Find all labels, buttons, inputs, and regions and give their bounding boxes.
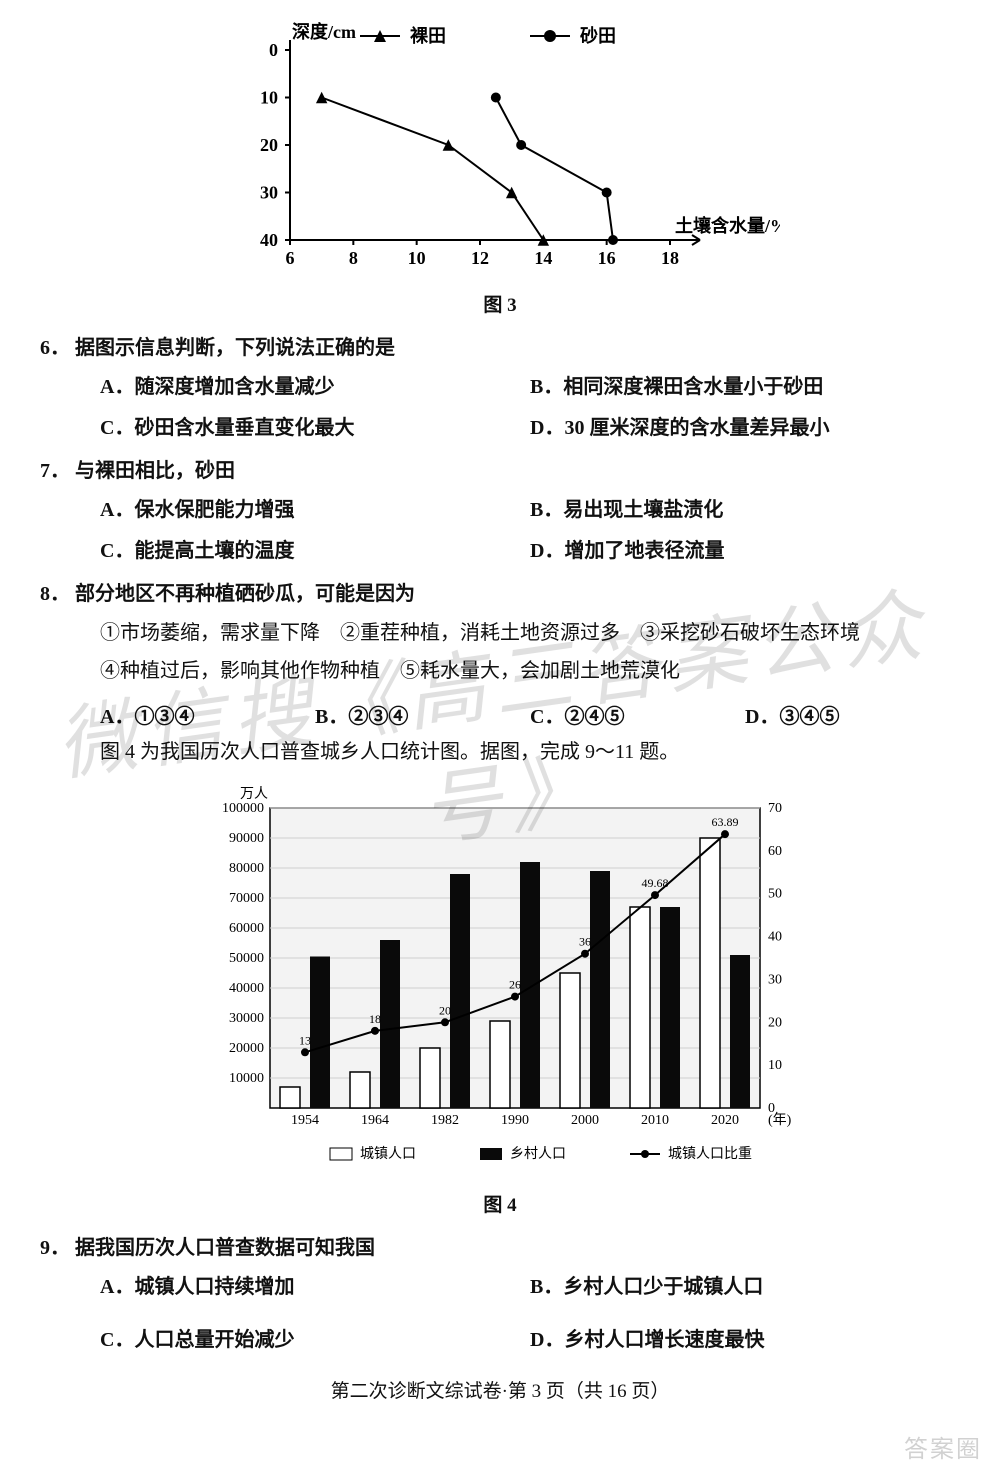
svg-text:6: 6: [286, 248, 295, 268]
svg-text:60: 60: [768, 844, 782, 859]
chart2-svg: 10000 20000 30000 40000 50000 60000 70000 80000…: [190, 778, 810, 1178]
question-6: 6． 据图示信息判断，下列说法正确的是 A．随深度增加含水量减少 B．相同深度裸…: [40, 331, 960, 440]
svg-text:50000: 50000: [229, 951, 264, 966]
svg-text:50: 50: [768, 887, 782, 902]
svg-text:40000: 40000: [229, 981, 264, 996]
q8-option-a: A．①③④: [100, 700, 315, 729]
q9-option-c: C．人口总量开始减少: [100, 1323, 530, 1352]
svg-text:1982: 1982: [431, 1113, 459, 1128]
q8-number: 8．: [40, 577, 70, 606]
svg-text:城镇人口: 城镇人口: [360, 1146, 416, 1162]
svg-text:2000: 2000: [571, 1113, 599, 1128]
svg-text:63.89: 63.89: [712, 815, 739, 829]
svg-text:20: 20: [260, 135, 278, 155]
svg-text:70000: 70000: [229, 891, 264, 906]
q9-stem: 据我国历次人口普查数据可知我国: [75, 1237, 375, 1259]
q6-stem: 据图示信息判断，下列说法正确的是: [75, 337, 395, 359]
svg-text:10: 10: [260, 88, 278, 108]
svg-text:1964: 1964: [361, 1113, 389, 1128]
svg-text:60000: 60000: [229, 921, 264, 936]
page-footer: 第二次诊断文综试卷·第 3 页（共 16 页）: [40, 1376, 960, 1403]
svg-text:0: 0: [269, 40, 278, 60]
figure-3: 0 10 20 30 40 6 8 10 12 14 16 18 深度/cm 土壤含水量/% 裸田 砂田 图 …: [220, 20, 780, 317]
svg-text:(年): (年): [768, 1112, 792, 1128]
q7-option-b: B．易出现土壤盐渍化: [530, 493, 960, 522]
svg-text:26: 26: [509, 978, 521, 992]
svg-text:40: 40: [768, 930, 782, 945]
svg-text:18: 18: [661, 248, 679, 268]
svg-text:12: 12: [471, 248, 489, 268]
q9-option-b: B．乡村人口少于城镇人口: [530, 1270, 960, 1299]
q9-number: 9．: [40, 1231, 70, 1260]
svg-text:18: 18: [369, 1012, 381, 1026]
svg-text:乡村人口: 乡村人口: [510, 1146, 566, 1162]
q6-option-d: D．30 厘米深度的含水量差异最小: [530, 411, 960, 440]
svg-text:30: 30: [768, 972, 782, 987]
svg-text:20: 20: [768, 1015, 782, 1030]
svg-text:裸田: 裸田: [410, 25, 446, 46]
q6-option-a: A．随深度增加含水量减少: [100, 370, 530, 399]
q8-option-d: D．③④⑤: [745, 700, 960, 729]
svg-text:80000: 80000: [229, 861, 264, 876]
q8-stem: 部分地区不再种植硒砂瓜，可能是因为: [75, 583, 415, 605]
svg-text:13: 13: [299, 1033, 311, 1047]
svg-text:30000: 30000: [229, 1011, 264, 1026]
svg-text:16: 16: [598, 248, 616, 268]
svg-text:30: 30: [260, 183, 278, 203]
q7-stem: 与裸田相比，砂田: [75, 460, 235, 482]
q8-option-b: B．②③④: [315, 700, 530, 729]
q6-option-b: B．相同深度裸田含水量小于砂田: [530, 370, 960, 399]
svg-text:城镇人口比重: 城镇人口比重: [668, 1146, 752, 1162]
q9-option-a: A．城镇人口持续增加: [100, 1270, 530, 1299]
figure-4: 10000 20000 30000 40000 50000 60000 70000 80000…: [190, 778, 810, 1217]
q7-number: 7．: [40, 454, 70, 483]
q8-stmt-line1: ①市场萎缩，需求量下降 ②重茬种植，消耗土地资源过多 ③采挖砂石破坏生态环境: [100, 614, 960, 652]
q7-option-c: C．能提高土壤的温度: [100, 534, 530, 563]
svg-text:深度/cm: 深度/cm: [292, 21, 356, 42]
svg-text:70: 70: [768, 801, 782, 816]
q9-option-d: D．乡村人口增长速度最快: [530, 1323, 960, 1352]
question-7: 7． 与裸田相比，砂田 A．保水保肥能力增强 B．易出现土壤盐渍化 C．能提高土…: [40, 454, 960, 563]
q6-option-c: C．砂田含水量垂直变化最大: [100, 411, 530, 440]
svg-text:10000: 10000: [229, 1071, 264, 1086]
svg-text:1990: 1990: [501, 1113, 529, 1128]
svg-text:20000: 20000: [229, 1041, 264, 1056]
svg-text:36: 36: [579, 935, 591, 949]
figure-4-intro: 图 4 为我国历次人口普查城乡人口统计图。据图，完成 9～11 题。: [40, 735, 960, 764]
svg-text:8: 8: [349, 248, 358, 268]
q7-option-d: D．增加了地表径流量: [530, 534, 960, 563]
svg-text:1954: 1954: [291, 1113, 319, 1128]
svg-text:2020: 2020: [711, 1113, 739, 1128]
q8-stmt-line2: ④种植过后，影响其他作物种植 ⑤耗水量大，会加剧土地荒漠化: [100, 652, 960, 690]
svg-text:20: 20: [439, 1003, 451, 1017]
svg-text:49.68: 49.68: [642, 876, 669, 890]
svg-text:14: 14: [534, 248, 552, 268]
q6-number: 6．: [40, 331, 70, 360]
svg-text:10: 10: [408, 248, 426, 268]
svg-text:2010: 2010: [641, 1113, 669, 1128]
svg-text:90000: 90000: [229, 831, 264, 846]
chart1-svg: 0 10 20 30 40 6 8 10 12 14 16 18 深度/cm 土壤含水量/% 裸田 砂田: [220, 20, 780, 280]
q8-option-c: C．②④⑤: [530, 700, 745, 729]
figure-4-caption: 图 4: [190, 1190, 810, 1217]
q7-option-a: A．保水保肥能力增强: [100, 493, 530, 522]
svg-text:万人: 万人: [240, 786, 268, 802]
figure-3-caption: 图 3: [220, 290, 780, 317]
svg-text:10: 10: [768, 1058, 782, 1073]
corner-watermark: 答案圈: [904, 1429, 982, 1464]
svg-text:砂田: 砂田: [580, 25, 616, 46]
question-8: 8． 部分地区不再种植硒砂瓜，可能是因为 ①市场萎缩，需求量下降 ②重茬种植，消…: [40, 577, 960, 764]
svg-text:土壤含水量/%: 土壤含水量/%: [675, 215, 780, 236]
svg-text:40: 40: [260, 230, 278, 250]
question-9: 9． 据我国历次人口普查数据可知我国 A．城镇人口持续增加 B．乡村人口少于城镇…: [40, 1231, 960, 1352]
svg-text:100000: 100000: [222, 801, 264, 816]
